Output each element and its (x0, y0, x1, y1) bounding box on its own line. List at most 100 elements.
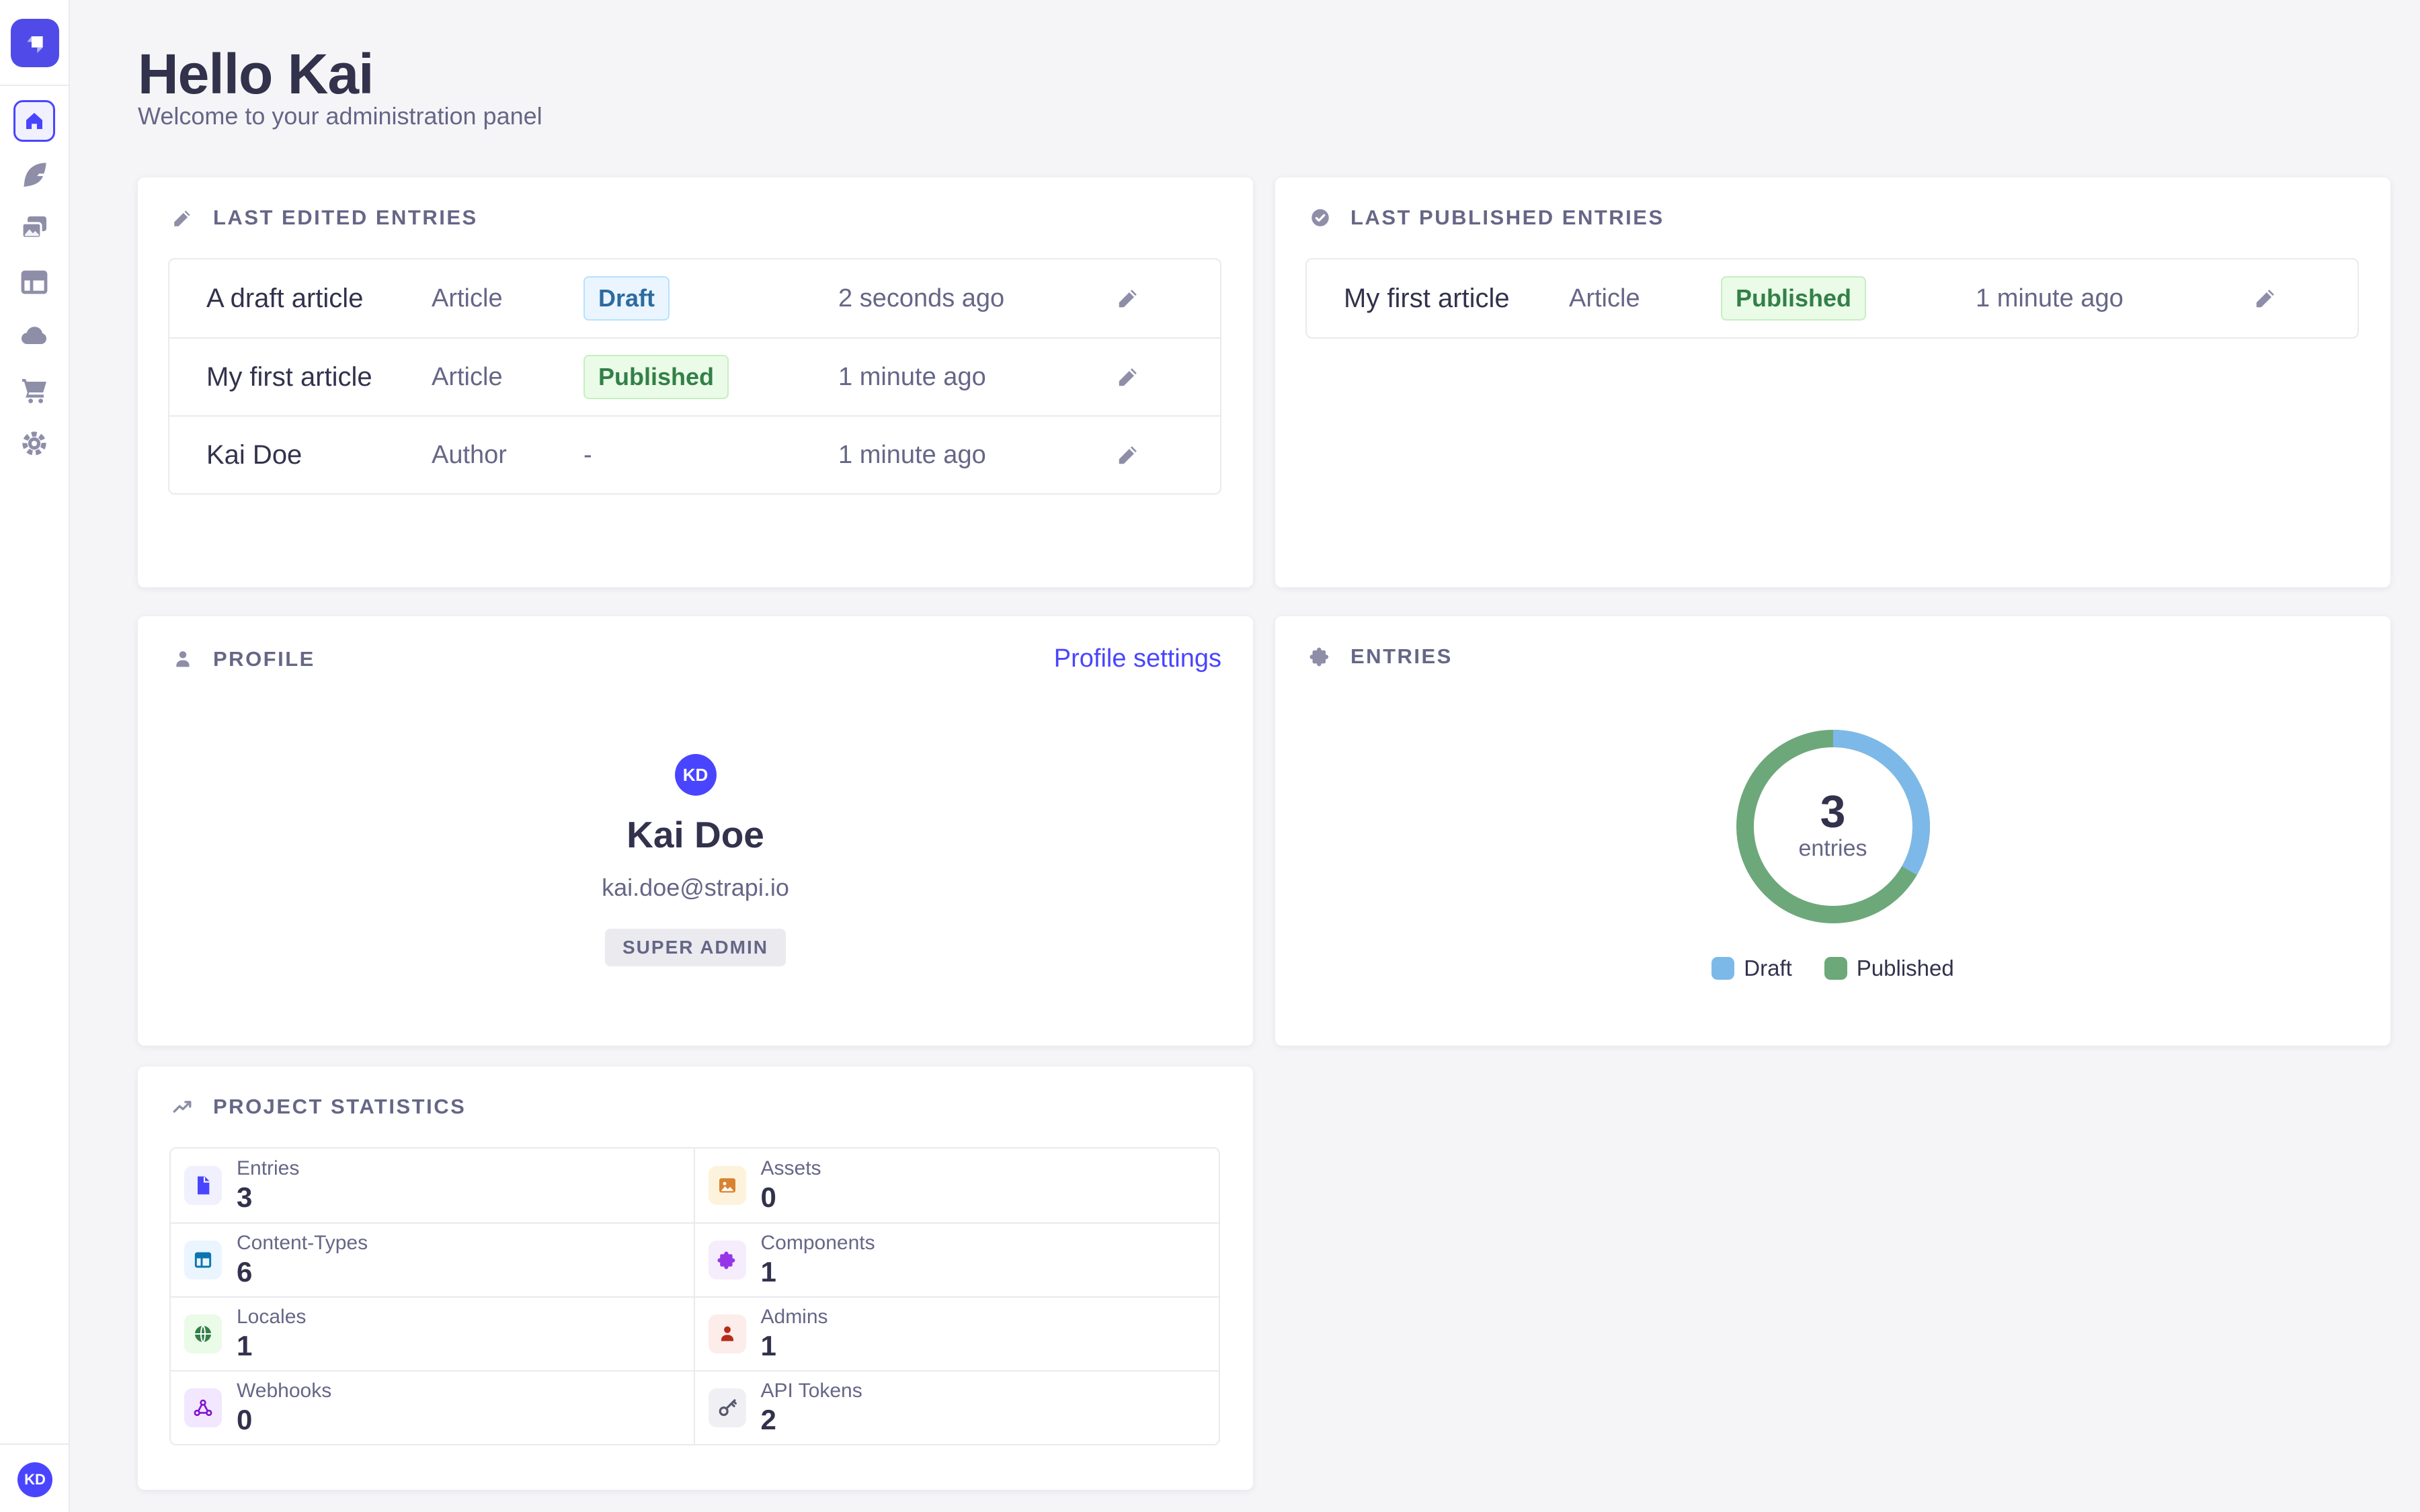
status-badge: Draft (583, 276, 670, 321)
pencil-icon (1119, 446, 1137, 464)
entry-type: Article (1569, 284, 1640, 312)
table-row[interactable]: A draft article Article Draft 2 seconds … (169, 259, 1220, 337)
image-icon (708, 1166, 746, 1205)
stat-label: Admins (760, 1306, 828, 1328)
stat-value: 1 (760, 1330, 776, 1361)
stat-label: Locales (237, 1306, 307, 1328)
last-published-table: My first article Article Published 1 min… (1305, 258, 2359, 339)
profile-email: kai.doe@strapi.io (602, 874, 789, 901)
stat-webhooks: Webhooks 0 (171, 1370, 695, 1444)
sidebar-item-settings[interactable] (0, 417, 69, 470)
stats-grid: Entries 3 Assets 0 Content-Types 6 (169, 1147, 1220, 1445)
card-title: PROJECT STATISTICS (213, 1095, 467, 1118)
entry-name: A draft article (206, 283, 364, 313)
stat-label: Webhooks (237, 1380, 332, 1402)
card-title: PROFILE (213, 646, 315, 671)
gear-icon (13, 423, 55, 464)
sidebar-item-marketplace[interactable] (0, 363, 69, 417)
sidebar-item-deploy[interactable] (0, 309, 69, 363)
stat-value: 3 (237, 1181, 253, 1213)
table-row[interactable]: My first article Article Published 1 min… (1307, 259, 2357, 337)
layout-icon (184, 1241, 222, 1279)
legend-item-draft: Draft (1711, 956, 1792, 981)
stat-label: API Tokens (760, 1380, 862, 1402)
pencil-icon (2256, 289, 2274, 307)
legend-item-published: Published (1824, 956, 1954, 981)
last-edited-entries-card: LAST EDITED ENTRIES A draft article Arti… (138, 177, 1253, 587)
edit-entry-button[interactable] (1114, 440, 1143, 470)
user-icon (708, 1314, 746, 1353)
person-icon (176, 650, 190, 667)
strapi-logo-icon (27, 36, 43, 53)
home-icon (13, 100, 55, 142)
feather-icon (13, 154, 55, 196)
sidebar-item-home[interactable] (0, 94, 69, 148)
strapi-logo[interactable] (11, 19, 59, 67)
puzzle-icon (1309, 647, 1329, 667)
check-circle-icon (1312, 209, 1329, 226)
stat-components: Components 1 (694, 1222, 1219, 1296)
stat-entries: Entries 3 (171, 1148, 695, 1222)
avatar-initials: KD (24, 1471, 46, 1488)
sidebar-item-media-library[interactable] (0, 202, 69, 255)
pencil-icon (1119, 289, 1137, 307)
profile-name: Kai Doe (627, 814, 764, 855)
card-title: ENTRIES (1350, 644, 1453, 668)
edit-entry-button[interactable] (1114, 362, 1143, 392)
images-icon (13, 208, 55, 249)
sidebar: KD (0, 0, 70, 1512)
stat-label: Components (760, 1232, 875, 1254)
entries-donut-chart: 3 entries (1729, 722, 1937, 931)
cart-icon (13, 369, 55, 411)
card-title: LAST PUBLISHED ENTRIES (1350, 206, 1664, 229)
webhook-icon (184, 1388, 222, 1427)
chart-legend: Draft Published (1275, 956, 2390, 981)
profile-settings-link[interactable]: Profile settings (1053, 644, 1221, 673)
entry-type: Author (432, 440, 507, 469)
stat-value: 6 (237, 1256, 253, 1288)
project-statistics-card: PROJECT STATISTICS Entries 3 Assets 0 (138, 1066, 1253, 1490)
stat-label: Entries (237, 1157, 300, 1179)
status-badge: Published (1721, 276, 1867, 321)
entry-time: 1 minute ago (838, 362, 986, 391)
legend-label: Published (1856, 956, 1954, 980)
profile-card: PROFILE Profile settings KD Kai Doe kai.… (138, 616, 1253, 1046)
last-edited-table: A draft article Article Draft 2 seconds … (168, 258, 1221, 495)
stat-value: 0 (760, 1181, 776, 1213)
entry-name: My first article (206, 362, 372, 392)
sidebar-item-content-type-builder[interactable] (0, 255, 69, 309)
user-avatar-menu[interactable]: KD (17, 1462, 52, 1497)
page-title: Hello Kai (138, 42, 374, 106)
edit-entry-button[interactable] (1114, 284, 1143, 313)
stat-locales: Locales 1 (171, 1296, 695, 1370)
status-empty: - (583, 440, 592, 469)
layout-icon (13, 261, 55, 303)
cloud-icon (13, 315, 55, 357)
role-badge: SUPER ADMIN (605, 929, 786, 966)
entries-count: 3 (1820, 786, 1846, 837)
entry-time: 1 minute ago (838, 440, 986, 469)
page-subtitle: Welcome to your administration panel (138, 102, 542, 130)
table-row[interactable]: My first article Article Published 1 min… (169, 337, 1220, 415)
stat-value: 1 (237, 1330, 253, 1361)
sidebar-item-content-manager[interactable] (0, 148, 69, 202)
stat-label: Assets (760, 1157, 821, 1179)
avatar: KD (674, 754, 717, 796)
puzzle-icon (708, 1241, 746, 1279)
avatar-initials: KD (682, 764, 709, 785)
globe-icon (184, 1314, 222, 1353)
entries-chart-card: ENTRIES 3 entries Draft Published (1275, 616, 2390, 1046)
stat-label: Content-Types (237, 1232, 368, 1254)
file-icon (184, 1166, 222, 1205)
entry-name: Kai Doe (206, 439, 302, 470)
edit-entry-button[interactable] (2251, 284, 2281, 313)
pencil-icon (174, 210, 190, 226)
entry-name: My first article (1344, 283, 1510, 313)
key-icon (708, 1388, 746, 1427)
last-published-entries-card: LAST PUBLISHED ENTRIES My first article … (1275, 177, 2390, 587)
table-row[interactable]: Kai Doe Author - 1 minute ago (169, 415, 1220, 493)
published-swatch (1824, 957, 1847, 980)
card-title: LAST EDITED ENTRIES (213, 206, 478, 229)
sidebar-divider-bottom (0, 1443, 69, 1445)
entry-type: Article (432, 284, 503, 312)
